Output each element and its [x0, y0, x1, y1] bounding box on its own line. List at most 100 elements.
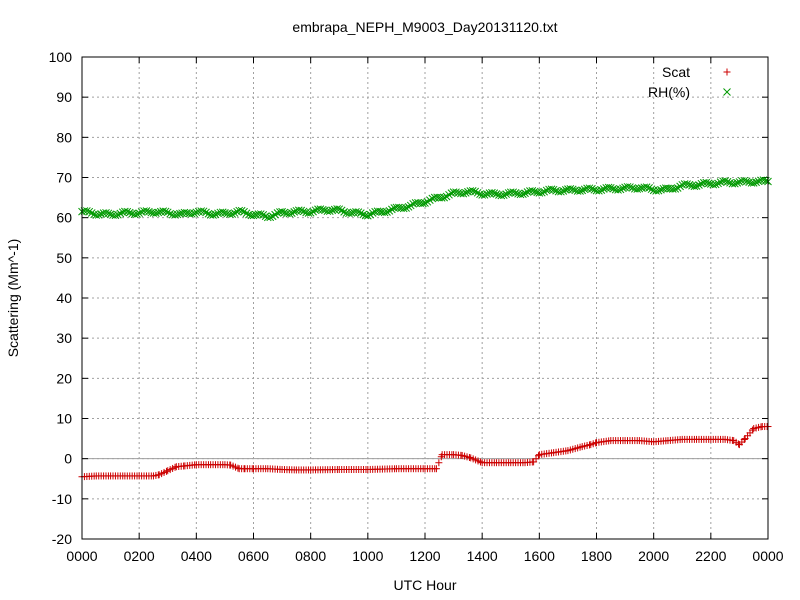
data-point — [547, 185, 556, 194]
data-point — [502, 190, 511, 198]
data-point — [437, 194, 446, 202]
data-point — [280, 208, 289, 217]
data-point — [623, 182, 632, 191]
series-0 — [78, 423, 772, 481]
data-point — [657, 185, 665, 194]
data-point — [528, 187, 537, 195]
data-point — [235, 206, 244, 215]
data-point — [142, 207, 151, 215]
y-axis-label: Scattering (Mm^-1) — [5, 239, 21, 358]
data-point — [590, 185, 599, 194]
data-point — [266, 213, 275, 222]
data-point — [354, 208, 363, 216]
data-point — [685, 180, 694, 189]
y-tick-label: 0 — [64, 451, 72, 467]
data-point — [256, 210, 265, 218]
data-point — [654, 186, 663, 195]
data-point — [159, 207, 168, 215]
data-point — [540, 187, 549, 196]
data-point — [683, 180, 691, 188]
data-point — [97, 210, 106, 218]
data-point — [595, 186, 603, 195]
data-point — [363, 211, 372, 220]
data-point — [614, 186, 622, 194]
data-point — [337, 206, 346, 215]
legend: Scat RH(%) — [648, 64, 731, 100]
data-point — [154, 208, 163, 217]
data-point — [642, 183, 651, 192]
data-point — [197, 207, 206, 215]
data-point — [234, 464, 242, 472]
data-point — [597, 186, 606, 194]
data-point — [240, 207, 248, 216]
data-point — [204, 209, 213, 218]
data-point — [626, 183, 634, 191]
data-point — [104, 209, 113, 218]
data-point — [111, 211, 120, 220]
data-point — [697, 179, 706, 188]
data-point — [588, 184, 596, 193]
data-point — [599, 185, 608, 193]
data-point — [228, 210, 237, 218]
data-point — [263, 213, 272, 222]
data-point — [316, 205, 325, 213]
data-point — [125, 208, 134, 217]
data-point — [432, 465, 440, 473]
data-point — [752, 178, 760, 187]
data-point — [585, 184, 594, 193]
data-point — [333, 205, 341, 213]
data-point — [740, 176, 749, 185]
x-tick-label: 1400 — [467, 548, 498, 564]
series-layer — [78, 176, 772, 481]
data-point — [723, 177, 732, 186]
y-tick-label: 60 — [56, 210, 72, 226]
data-point — [199, 207, 208, 216]
data-point — [268, 212, 277, 221]
data-point — [249, 211, 258, 220]
data-point — [695, 181, 703, 189]
data-point — [335, 205, 344, 214]
x-tick-label: 0400 — [181, 548, 212, 564]
y-tick-label: 30 — [56, 330, 72, 346]
data-point — [754, 177, 763, 186]
data-point — [716, 178, 725, 186]
data-point — [730, 179, 739, 188]
data-point — [328, 206, 337, 215]
data-point — [121, 207, 129, 216]
data-point — [161, 207, 170, 216]
data-point — [94, 210, 103, 219]
data-point — [152, 209, 160, 217]
data-point — [404, 202, 413, 211]
y-tick-label: 20 — [56, 370, 72, 386]
data-point — [488, 188, 496, 197]
data-point — [187, 209, 196, 218]
data-point — [576, 187, 584, 195]
x-tick-label: 1800 — [581, 548, 612, 564]
data-point — [340, 208, 348, 216]
data-point — [442, 192, 451, 201]
axis-ticks: -20 -10 0 10 20 30 40 50 60 70 80 90 100 0000 0200 0400… — [49, 49, 784, 564]
data-point — [285, 209, 294, 218]
data-point — [468, 186, 477, 195]
data-point — [619, 184, 627, 193]
data-point — [311, 206, 320, 215]
data-point — [473, 188, 482, 197]
data-point — [290, 208, 299, 216]
data-point — [521, 189, 529, 198]
data-point — [559, 187, 568, 195]
data-point — [476, 458, 484, 466]
data-point — [652, 187, 660, 195]
data-point — [748, 426, 756, 434]
legend-label: RH(%) — [648, 84, 690, 100]
data-point — [176, 209, 184, 218]
data-point — [345, 209, 353, 218]
data-point — [325, 207, 334, 215]
x-tick-label: 0000 — [66, 548, 97, 564]
data-point — [209, 211, 217, 219]
data-point — [428, 194, 437, 203]
data-point — [294, 206, 303, 215]
data-point — [645, 184, 653, 192]
data-point — [135, 209, 144, 218]
data-point — [578, 186, 587, 195]
